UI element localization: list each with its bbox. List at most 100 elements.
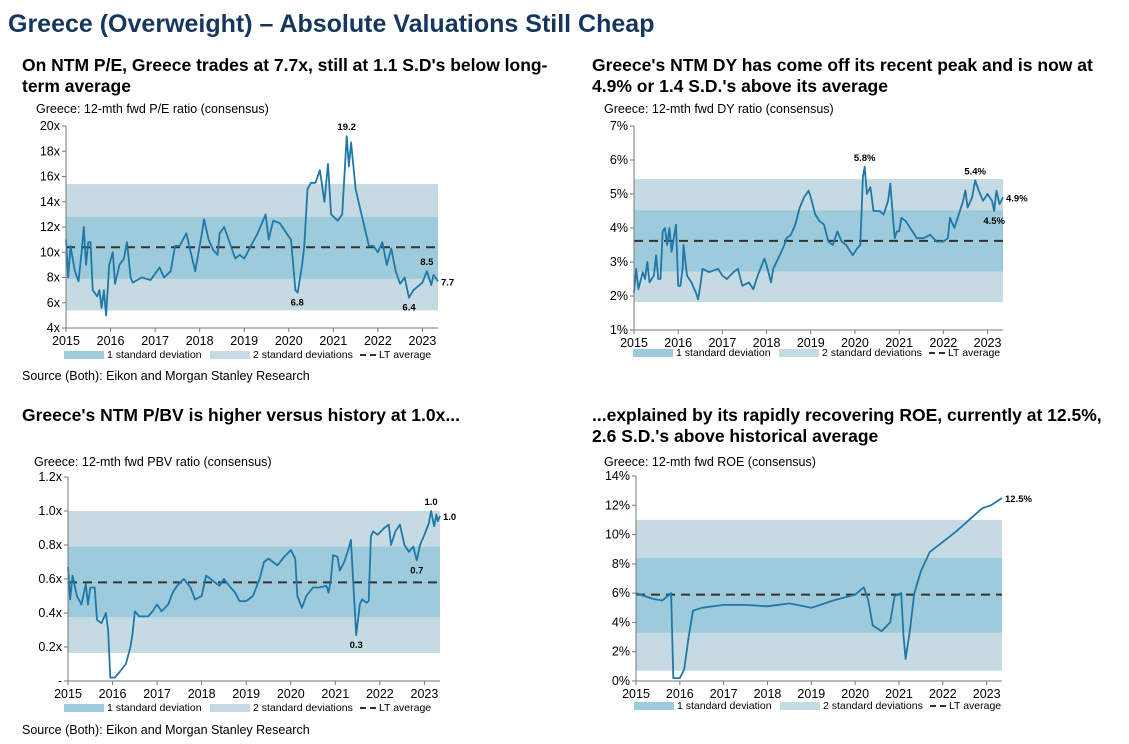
sd1-swatch — [64, 351, 104, 359]
legend-avg: LT average — [949, 700, 1002, 712]
y-tick-label: 12% — [605, 498, 630, 512]
legend-sd2: 2 standard deviations — [823, 700, 923, 712]
y-tick-label: 12x — [40, 220, 61, 234]
sd2-swatch — [210, 351, 250, 359]
y-tick-label: 0.6x — [38, 572, 62, 586]
pbv-legend: 1 standard deviation 2 standard deviatio… — [64, 702, 431, 714]
y-tick-label: 10x — [40, 245, 61, 259]
y-tick-label: 4% — [610, 221, 628, 235]
y-tick-label: 6% — [610, 153, 628, 167]
y-tick-label: 1% — [610, 323, 628, 337]
legend-sd2: 2 standard deviations — [253, 349, 353, 361]
panel-pe-subtitle: On NTM P/E, Greece trades at 7.7x, still… — [22, 55, 548, 96]
avg-dash-icon — [360, 354, 376, 356]
source-note-top: Source (Both): Eikon and Morgan Stanley … — [22, 369, 310, 383]
data-series-line — [633, 165, 1004, 301]
legend-avg: LT average — [948, 347, 1001, 359]
x-tick-label: 2019 — [797, 336, 825, 350]
data-series-line — [65, 135, 439, 317]
avg-dash-icon — [360, 707, 376, 709]
x-tick-label: 2023 — [974, 336, 1002, 350]
y-tick-label: 6x — [47, 296, 61, 310]
x-tick-label: 2017 — [708, 336, 736, 350]
pe-chart-caption: Greece: 12-mth fwd P/E ratio (consensus) — [36, 102, 269, 116]
x-tick-label: 2016 — [97, 334, 125, 348]
y-tick-label: 16x — [40, 170, 61, 184]
x-tick-label: 2021 — [319, 334, 347, 348]
sd1-swatch — [634, 702, 674, 710]
y-tick-label: 14x — [40, 195, 61, 209]
sd1-swatch — [64, 704, 104, 712]
y-tick-label: 20x — [40, 119, 61, 133]
x-tick-label: 2022 — [929, 687, 957, 701]
data-label: 5.8% — [854, 153, 876, 164]
x-tick-label: 2021 — [885, 687, 913, 701]
dy-chart: 1% 2% 3% 4% 5% 6% 7% 2015 2016 2017 2018 2019 2020 20… — [610, 119, 1028, 350]
panel-pbv-subtitle: Greece's NTM P/BV is higher versus histo… — [22, 405, 460, 425]
y-tick-label: 1.0x — [38, 504, 62, 518]
x-tick-label: 2023 — [409, 334, 437, 348]
y-tick-label: 2% — [612, 645, 630, 659]
y-tick-label: 5% — [610, 187, 628, 201]
x-tick-label: 2020 — [277, 687, 305, 701]
dy-chart-caption: Greece: 12-mth fwd DY ratio (consensus) — [604, 102, 834, 116]
avg-dash-icon — [929, 352, 945, 354]
legend-avg: LT average — [379, 702, 432, 714]
x-tick-label: 2018 — [754, 687, 782, 701]
y-tick-label: 0% — [612, 674, 630, 688]
y-tick-label: 4% — [612, 615, 630, 629]
source-note-bottom: Source (Both): Eikon and Morgan Stanley … — [22, 723, 310, 737]
data-label: 6.8 — [291, 298, 304, 309]
data-label: 0.3 — [350, 640, 363, 651]
y-tick-label: 14% — [605, 469, 630, 483]
x-tick-label: 2018 — [188, 687, 216, 701]
x-tick-label: 2015 — [620, 336, 648, 350]
x-tick-label: 2021 — [885, 336, 913, 350]
x-tick-label: 2023 — [973, 687, 1001, 701]
sd2-swatch — [779, 349, 819, 357]
y-tick-label: 0.4x — [38, 606, 62, 620]
panel-roe-subtitle: ...explained by its rapidly recovering R… — [592, 405, 1102, 446]
x-tick-label: 2023 — [411, 687, 439, 701]
data-label: 4.5% — [983, 216, 1005, 227]
legend-avg: LT average — [379, 349, 432, 361]
data-label: 6.4 — [402, 303, 416, 314]
data-label: 1.0 — [424, 497, 437, 508]
y-tick-label: 8x — [47, 271, 61, 285]
y-tick-label: - — [58, 674, 62, 688]
x-tick-label: 2020 — [275, 334, 303, 348]
x-tick-label: 2019 — [797, 687, 825, 701]
legend-sd1: 1 standard deviation — [677, 700, 772, 712]
panel-dy-subtitle: Greece's NTM DY has come off its recent … — [592, 55, 1093, 96]
pe-legend: 1 standard deviation 2 standard deviatio… — [64, 349, 431, 361]
y-tick-label: 0.2x — [38, 640, 62, 654]
data-label: 4.9% — [1006, 193, 1028, 204]
x-tick-label: 2022 — [366, 687, 394, 701]
sd2-swatch — [210, 704, 250, 712]
avg-dash-icon — [930, 705, 946, 707]
y-tick-label: 0.8x — [38, 538, 62, 552]
y-tick-label: 10% — [605, 528, 630, 542]
data-label: 0.7 — [410, 565, 423, 576]
x-tick-label: 2017 — [710, 687, 738, 701]
legend-sd1: 1 standard deviation — [676, 347, 771, 359]
sd1-swatch — [633, 349, 673, 357]
x-tick-label: 2020 — [841, 336, 869, 350]
data-label: 8.5 — [420, 257, 434, 268]
page-title: Greece (Overweight) – Absolute Valuation… — [8, 10, 655, 38]
x-tick-label: 2015 — [54, 687, 82, 701]
sd2-swatch — [780, 702, 820, 710]
roe-chart: 0% 2% 4% 6% 8% 10% 12% 14% 2015 2016 2017 2018 2019 2… — [605, 469, 1033, 701]
x-tick-label: 2016 — [666, 687, 694, 701]
x-tick-label: 2021 — [321, 687, 349, 701]
y-tick-label: 8% — [612, 557, 630, 571]
x-tick-label: 2015 — [52, 334, 80, 348]
data-series-line — [67, 510, 441, 679]
y-tick-label: 6% — [612, 586, 630, 600]
x-tick-label: 2019 — [230, 334, 258, 348]
pbv-chart: - 0.2x 0.4x 0.6x 0.8x 1.0x 1.2x 2015 2016 2017 201… — [38, 470, 456, 701]
x-tick-label: 2016 — [664, 336, 692, 350]
legend-sd1: 1 standard deviation — [107, 349, 202, 361]
x-tick-label: 2019 — [232, 687, 260, 701]
